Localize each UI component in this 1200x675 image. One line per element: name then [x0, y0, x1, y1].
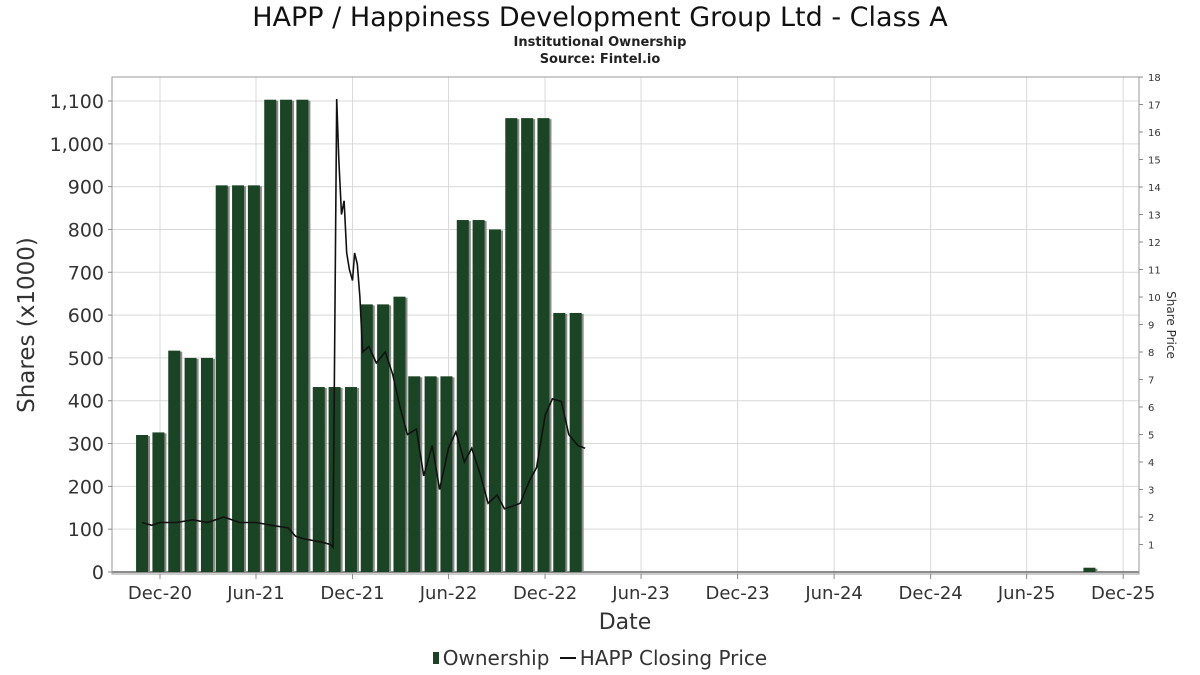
chart-source: Source: Fintel.io — [539, 52, 661, 67]
ownership-bar[interactable] — [296, 99, 309, 572]
plot-frame — [111, 76, 1140, 575]
y2-tick-label: 12 — [1148, 238, 1161, 249]
legend-label-price: HAPP Closing Price — [579, 646, 768, 670]
y-axis-label: Shares (x1000) — [14, 237, 40, 413]
y-axis-left: 0 100 200 300 400 500 600 700 800 900 1,000 1,100 — [50, 91, 112, 584]
ownership-bar[interactable] — [488, 229, 501, 573]
y-tick-label: 300 — [68, 434, 104, 456]
y2-tick-label: 13 — [1148, 211, 1161, 222]
y-tick-label: 1,100 — [50, 91, 104, 113]
y2-tick-label: 5 — [1148, 431, 1154, 442]
y-tick-label: 800 — [68, 219, 104, 241]
ownership-bar[interactable] — [456, 220, 469, 572]
legend-bar-swatch — [432, 652, 439, 664]
y-tick-label: 900 — [68, 177, 104, 199]
ownership-bar[interactable] — [312, 387, 325, 572]
ownership-bar[interactable] — [408, 376, 421, 572]
ownership-chart: Dec-20 Jun-21 Dec-21 Jun-22 Dec-22 Jun-23 Dec-… — [14, 73, 1178, 635]
y2-tick-label: 16 — [1148, 128, 1161, 139]
x-tick-label: Jun-21 — [226, 583, 285, 604]
ownership-bar[interactable] — [247, 185, 260, 573]
y2-tick-label: 11 — [1148, 266, 1161, 277]
y-tick-label: 500 — [68, 348, 104, 370]
x-tick-label: Jun-25 — [997, 583, 1056, 604]
y-tick-label: 0 — [92, 562, 104, 584]
x-tick-label: Dec-24 — [899, 583, 963, 604]
legend-item-ownership[interactable]: Ownership — [432, 646, 550, 670]
y2-tick-label: 17 — [1148, 101, 1161, 112]
y-tick-label: 100 — [68, 519, 104, 541]
y2-axis-label: Share Price — [1164, 291, 1178, 359]
ownership-bar[interactable] — [1083, 567, 1096, 572]
x-tick-label: Dec-20 — [128, 583, 192, 604]
ownership-bar[interactable] — [136, 434, 149, 572]
y2-tick-label: 3 — [1148, 486, 1154, 497]
y2-tick-label: 6 — [1148, 403, 1154, 414]
ownership-bars — [136, 99, 1098, 573]
chart-subtitle: Institutional Ownership — [513, 35, 687, 50]
price-line — [141, 98, 586, 550]
ownership-bar[interactable] — [232, 185, 245, 573]
y2-tick-label: 14 — [1148, 183, 1161, 194]
y2-tick-label: 18 — [1148, 73, 1161, 84]
y2-tick-label: 2 — [1148, 513, 1154, 524]
ownership-bar[interactable] — [168, 350, 181, 572]
y2-tick-label: 9 — [1148, 321, 1154, 332]
ownership-bar[interactable] — [264, 99, 277, 572]
x-tick-label: Jun-24 — [804, 583, 863, 604]
ownership-bar[interactable] — [184, 357, 197, 572]
x-tick-label: Dec-25 — [1091, 583, 1155, 604]
ownership-bar[interactable] — [215, 185, 228, 573]
ownership-bar[interactable] — [200, 357, 213, 572]
ownership-bar[interactable] — [344, 387, 357, 572]
x-axis-label: Date — [599, 610, 652, 635]
chart-title: HAPP / Happiness Development Group Ltd -… — [252, 2, 948, 33]
legend-line-swatch — [559, 657, 576, 659]
y2-tick-label: 4 — [1148, 458, 1154, 469]
ownership-bar[interactable] — [440, 376, 453, 572]
ownership-bar[interactable] — [424, 376, 437, 572]
ownership-bar[interactable] — [505, 118, 518, 573]
x-tick-label: Dec-21 — [320, 583, 384, 604]
x-tick-label: Dec-23 — [705, 583, 769, 604]
y-tick-label: 400 — [68, 391, 104, 413]
y2-tick-label: 15 — [1148, 156, 1161, 167]
ownership-bar[interactable] — [553, 312, 566, 572]
ownership-bar[interactable] — [537, 118, 550, 573]
ownership-bar[interactable] — [377, 304, 390, 572]
ownership-bar[interactable] — [521, 118, 534, 573]
legend-label-ownership: Ownership — [442, 646, 550, 670]
y-tick-label: 600 — [68, 305, 104, 327]
x-axis: Dec-20 Jun-21 Dec-21 Jun-22 Dec-22 Jun-23 Dec-… — [128, 574, 1155, 604]
legend: Ownership HAPP Closing Price — [0, 646, 1200, 670]
y-tick-label: 700 — [68, 262, 104, 284]
x-tick-label: Dec-22 — [513, 583, 577, 604]
ownership-bar[interactable] — [472, 220, 485, 572]
y2-tick-label: 8 — [1148, 348, 1154, 359]
ownership-bar[interactable] — [360, 304, 373, 572]
ownership-bar[interactable] — [393, 296, 406, 572]
y-tick-label: 1,000 — [50, 134, 104, 156]
ownership-bar[interactable] — [152, 432, 165, 572]
x-tick-label: Jun-22 — [419, 583, 478, 604]
y2-tick-label: 7 — [1148, 376, 1154, 387]
y2-tick-label: 10 — [1148, 293, 1161, 304]
ownership-bar[interactable] — [280, 99, 293, 572]
ownership-bar[interactable] — [328, 387, 341, 572]
x-tick-label: Jun-23 — [611, 583, 670, 604]
y-tick-label: 200 — [68, 476, 104, 498]
legend-item-price[interactable]: HAPP Closing Price — [559, 646, 768, 670]
y2-tick-label: 1 — [1148, 541, 1154, 552]
